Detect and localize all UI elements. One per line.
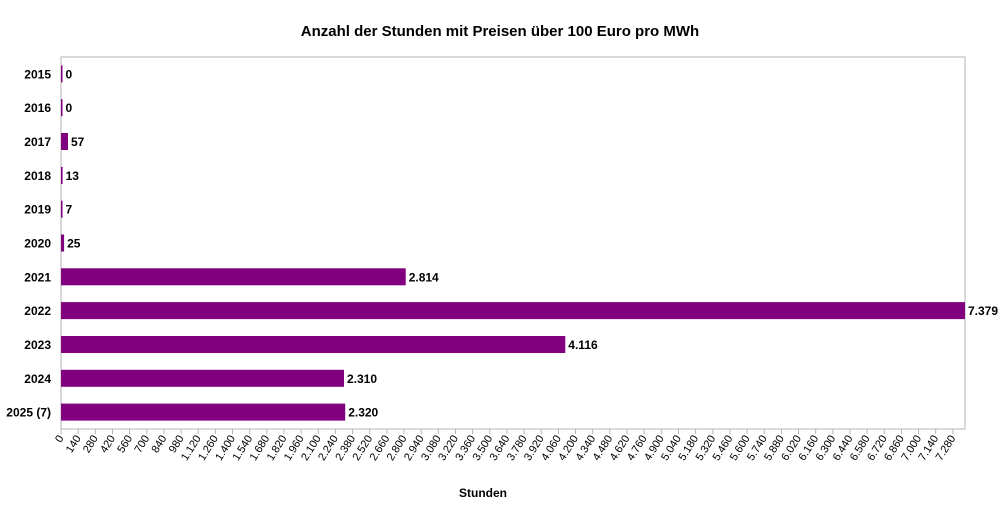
data-label: 25 xyxy=(67,237,81,251)
data-label: 7 xyxy=(66,203,73,217)
data-labels: 0 0 57 13 7 25 2.814 7.379 4.116 2.310 2.320 xyxy=(66,67,999,419)
x-tick-label: 700 xyxy=(132,433,152,455)
bar-2016 xyxy=(61,99,63,117)
category-label: 2016 xyxy=(24,101,51,115)
bars-layer xyxy=(61,65,965,421)
bar-2019 xyxy=(61,200,63,218)
data-label: 2.310 xyxy=(347,372,377,386)
x-tick-label: 560 xyxy=(115,433,135,455)
bar-2025-7 xyxy=(61,403,346,421)
category-label: 2021 xyxy=(24,270,51,284)
chart-title: Anzahl der Stunden mit Preisen über 100 … xyxy=(301,23,699,40)
x-axis: 01402804205607008409801.1201.2601.4001.5… xyxy=(53,429,958,463)
x-tick-label: 280 xyxy=(81,433,101,455)
bar-2015 xyxy=(61,65,63,83)
category-label: 2017 xyxy=(24,135,51,149)
category-label: 2023 xyxy=(24,338,51,352)
category-label: 2020 xyxy=(24,237,51,251)
x-axis-title: Stunden xyxy=(459,486,507,500)
bar-2017 xyxy=(61,133,68,150)
data-label: 57 xyxy=(71,135,85,149)
data-label: 2.814 xyxy=(409,270,439,284)
category-label: 2022 xyxy=(24,304,51,318)
category-label: 2018 xyxy=(24,169,51,183)
x-tick-label: 420 xyxy=(98,433,118,455)
category-label: 2015 xyxy=(24,67,51,81)
category-label: 2025 (7) xyxy=(6,406,51,420)
data-label: 4.116 xyxy=(568,338,598,352)
bar-2021 xyxy=(61,268,406,286)
x-tick-label: 840 xyxy=(150,433,170,455)
data-label: 2.320 xyxy=(348,406,378,420)
bar-2018 xyxy=(61,166,63,184)
category-label: 2024 xyxy=(24,372,51,386)
data-label: 0 xyxy=(66,67,73,81)
bar-2022 xyxy=(61,302,965,320)
data-label: 13 xyxy=(66,169,80,183)
data-label: 7.379 xyxy=(968,304,998,318)
y-axis-labels: 2015 2016 2017 2018 2019 2020 2021 2022 2023 2024… xyxy=(6,67,51,419)
category-label: 2019 xyxy=(24,203,51,217)
bar-2020 xyxy=(61,234,65,252)
data-label: 0 xyxy=(66,101,73,115)
bar-2024 xyxy=(61,369,344,387)
x-tick-label: 0 xyxy=(53,433,66,445)
x-tick-label: 140 xyxy=(64,433,84,455)
bar-2023 xyxy=(61,336,566,353)
